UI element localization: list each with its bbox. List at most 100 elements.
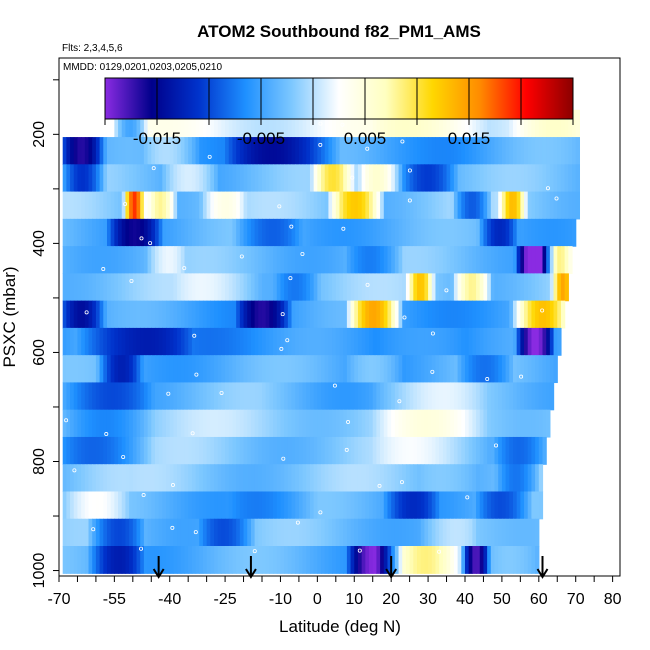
heatmap-cell bbox=[531, 382, 536, 411]
heatmap-cell bbox=[210, 300, 215, 329]
heatmap-cell bbox=[494, 300, 499, 329]
heatmap-cell bbox=[232, 546, 237, 574]
heatmap-cell bbox=[476, 218, 481, 247]
heatmap-cell bbox=[512, 436, 518, 465]
heatmap-cell bbox=[524, 355, 529, 384]
heatmap-cell bbox=[391, 164, 396, 193]
heatmap-cell bbox=[494, 327, 499, 356]
heatmap-cell bbox=[516, 464, 521, 493]
heatmap-cell bbox=[354, 491, 359, 520]
heatmap-cell bbox=[162, 218, 167, 247]
heatmap-cell bbox=[70, 409, 75, 438]
heatmap-cell bbox=[236, 137, 241, 165]
heatmap-cell bbox=[236, 273, 241, 302]
heatmap-cell bbox=[162, 382, 167, 411]
heatmap-cell bbox=[505, 464, 510, 493]
heatmap-cell bbox=[446, 355, 451, 384]
heatmap-cell bbox=[483, 491, 488, 520]
heatmap-cell bbox=[442, 491, 448, 520]
heatmap-cell bbox=[306, 355, 311, 384]
heatmap-cell bbox=[199, 409, 204, 438]
heatmap-cell bbox=[188, 300, 193, 329]
heatmap-cell bbox=[343, 218, 348, 247]
heatmap-cell bbox=[191, 164, 197, 193]
heatmap-cell bbox=[328, 491, 333, 520]
heatmap-cell bbox=[394, 300, 400, 329]
heatmap-cell bbox=[99, 436, 104, 465]
heatmap-cell bbox=[332, 273, 337, 302]
heatmap-cell bbox=[140, 518, 145, 547]
heatmap-cell bbox=[424, 273, 429, 302]
heatmap-cell bbox=[354, 327, 359, 356]
heatmap-cell bbox=[273, 327, 278, 356]
heatmap-cell bbox=[564, 164, 569, 193]
heatmap-cell bbox=[309, 109, 315, 138]
heatmap-cell bbox=[568, 191, 573, 220]
heatmap-cell bbox=[535, 191, 540, 220]
heatmap-cell bbox=[243, 273, 248, 302]
sample-dot bbox=[545, 186, 550, 191]
heatmap-cell bbox=[572, 164, 577, 193]
heatmap-cell bbox=[129, 164, 134, 193]
heatmap-cell bbox=[273, 518, 278, 547]
heatmap-cell bbox=[380, 246, 385, 274]
heatmap-cell bbox=[332, 409, 337, 438]
heatmap-cell bbox=[402, 436, 407, 465]
heatmap-cell bbox=[154, 164, 160, 193]
heatmap-cell bbox=[269, 436, 274, 465]
heatmap-cell bbox=[247, 382, 252, 411]
heatmap-cell bbox=[343, 327, 348, 356]
heatmap-cell bbox=[132, 300, 138, 329]
heatmap-cell bbox=[306, 273, 311, 302]
x-axis-label: Latitude (deg N) bbox=[279, 617, 401, 636]
heatmap-cell bbox=[468, 491, 473, 520]
heatmap-cell bbox=[291, 436, 296, 465]
heatmap-cell bbox=[417, 273, 422, 302]
heatmap-cell bbox=[439, 300, 444, 329]
heatmap-cell bbox=[118, 109, 123, 138]
heatmap-cell bbox=[221, 464, 226, 493]
heatmap-cell bbox=[95, 300, 101, 329]
heatmap-cell bbox=[258, 355, 263, 384]
heatmap-cell bbox=[232, 246, 237, 274]
heatmap-cell bbox=[538, 109, 544, 138]
heatmap-cell bbox=[154, 273, 160, 302]
heatmap-cell bbox=[77, 546, 82, 574]
heatmap-cell bbox=[118, 191, 123, 220]
heatmap-cell bbox=[535, 246, 540, 274]
heatmap-cell bbox=[446, 109, 451, 138]
heatmap-cell bbox=[424, 436, 429, 465]
heatmap-cell bbox=[387, 382, 392, 411]
heatmap-cell bbox=[346, 273, 352, 302]
heatmap-cell bbox=[439, 464, 444, 493]
heatmap-cell bbox=[110, 327, 115, 356]
heatmap-cell bbox=[306, 491, 311, 520]
heatmap-cell bbox=[180, 109, 186, 138]
heatmap-cell bbox=[254, 137, 259, 165]
heatmap-cell bbox=[143, 137, 149, 165]
heatmap-cell bbox=[169, 518, 175, 547]
heatmap-cell bbox=[442, 355, 448, 384]
heatmap-cell bbox=[110, 409, 115, 438]
heatmap-cell bbox=[77, 436, 82, 465]
heatmap-cell bbox=[221, 382, 226, 411]
heatmap-cell bbox=[376, 436, 381, 465]
heatmap-cell bbox=[361, 327, 366, 356]
heatmap-cell bbox=[162, 246, 167, 274]
heatmap-cell bbox=[361, 300, 366, 329]
heatmap-cell bbox=[295, 164, 300, 193]
heatmap-cell bbox=[420, 300, 425, 329]
heatmap-cell bbox=[328, 436, 333, 465]
heatmap-cell bbox=[103, 246, 108, 274]
heatmap-cell bbox=[439, 246, 444, 274]
heatmap-cell bbox=[118, 300, 123, 329]
heatmap-cell bbox=[151, 300, 156, 329]
heatmap-cell bbox=[302, 246, 307, 274]
heatmap-cell bbox=[99, 546, 104, 574]
heatmap-cell bbox=[261, 191, 267, 220]
heatmap-cell bbox=[335, 164, 341, 193]
heatmap-cell bbox=[154, 191, 160, 220]
heatmap-cell bbox=[435, 273, 440, 302]
heatmap-cell bbox=[472, 191, 477, 220]
sample-dot bbox=[554, 196, 559, 201]
